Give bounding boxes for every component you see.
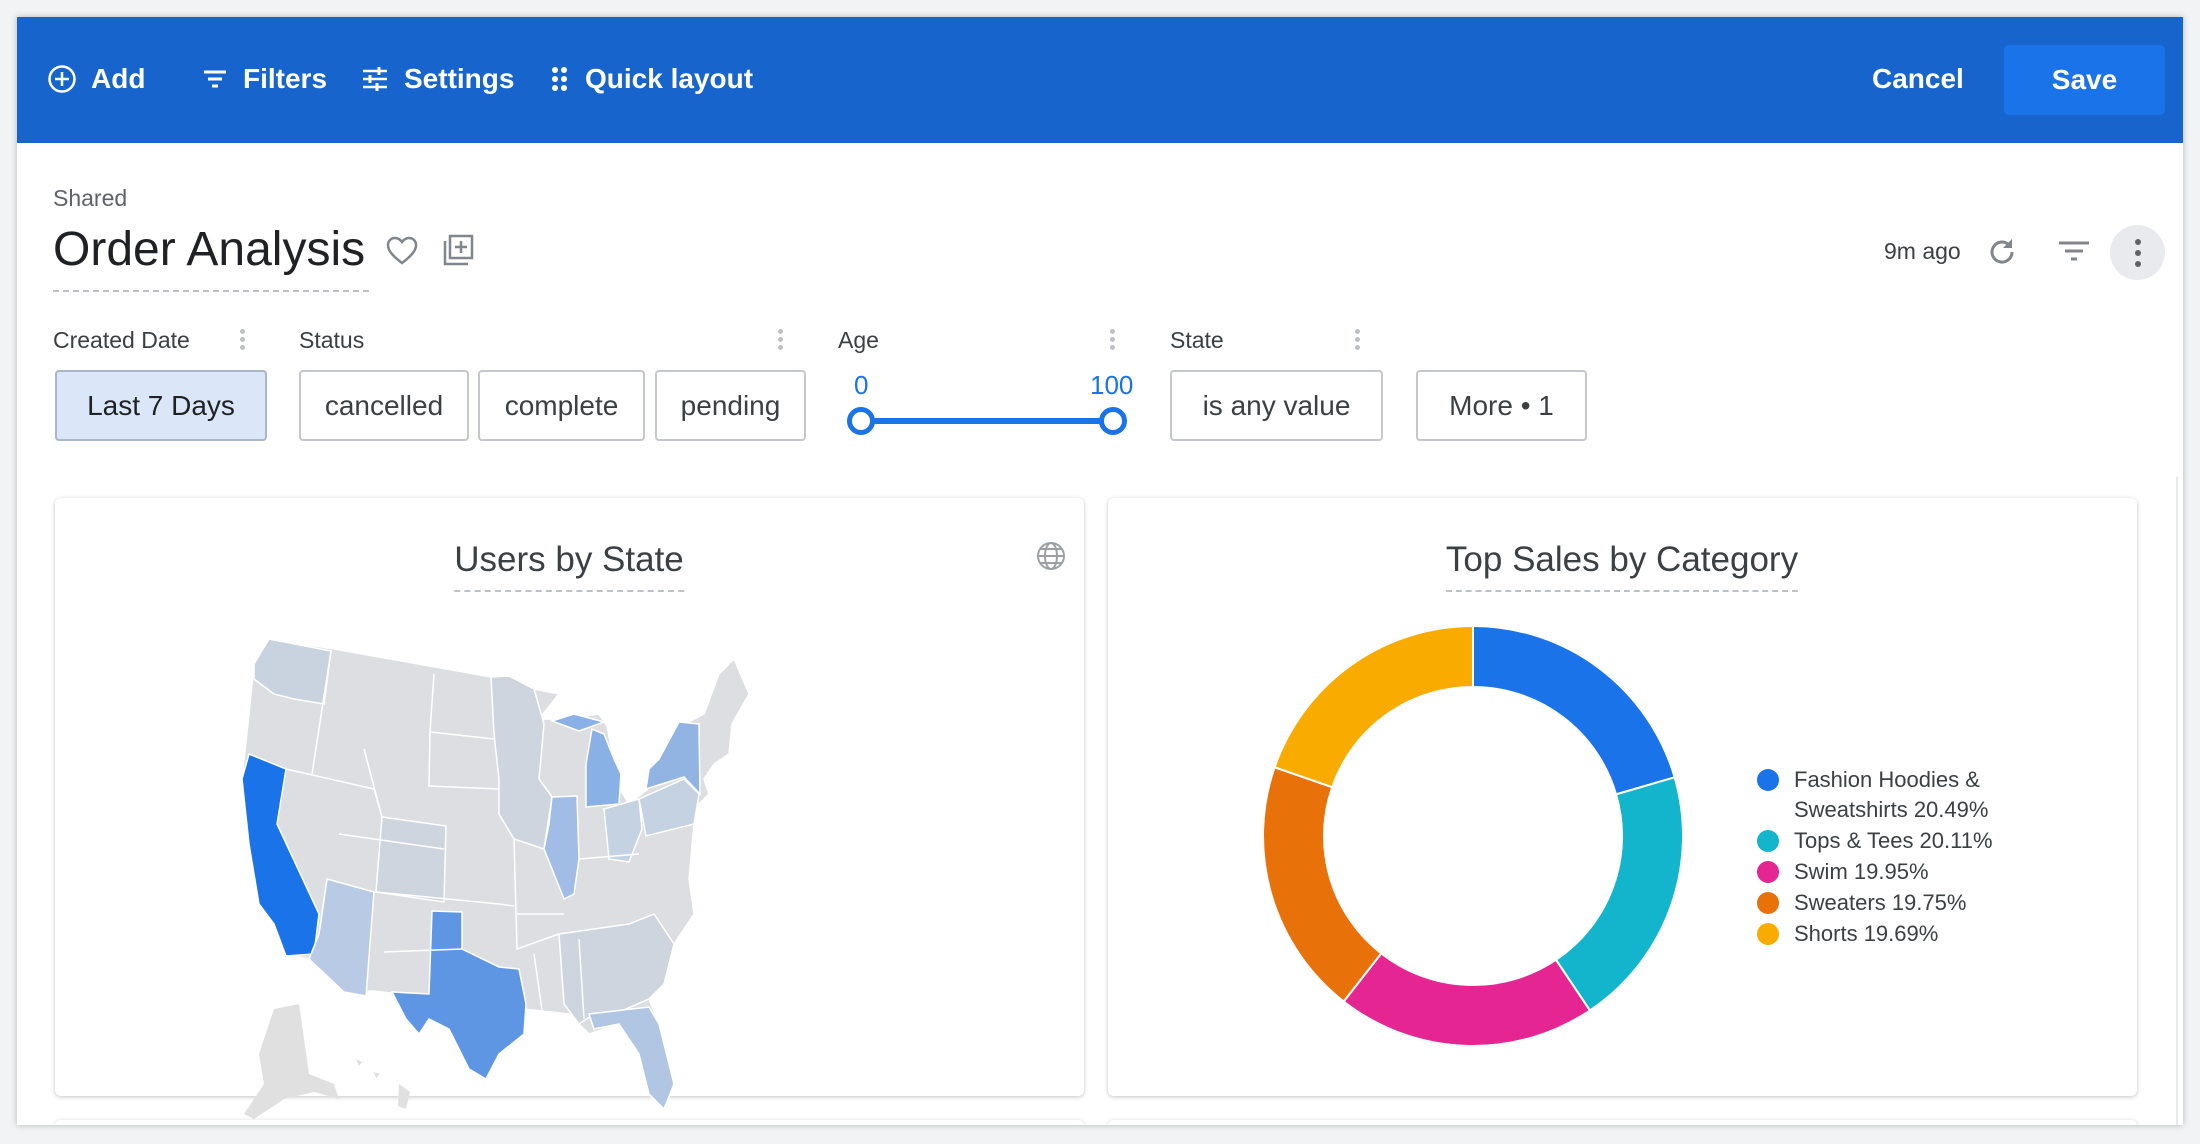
filter-label-status: Status <box>299 327 365 353</box>
quick-layout-button[interactable]: Quick layout <box>549 57 753 101</box>
donut-chart <box>1262 624 1684 1047</box>
tile-title[interactable]: Top Sales by Category <box>1445 540 1799 592</box>
copy-add-icon[interactable] <box>441 233 475 267</box>
map-state-texas <box>390 910 527 1081</box>
map-state-arizona <box>308 878 375 997</box>
filter-icon <box>204 70 226 88</box>
filter-menu-status[interactable] <box>778 329 784 353</box>
last-updated: 9m ago <box>1884 238 1961 264</box>
filters-button[interactable]: Filters <box>201 57 327 101</box>
add-button[interactable]: Add <box>47 57 145 101</box>
legend-swatch <box>1757 892 1779 914</box>
legend-item[interactable]: Swim 19.95% <box>1757 857 2037 887</box>
filter-label-age: Age <box>838 327 879 353</box>
drag-grid-icon <box>552 67 567 91</box>
tile-title[interactable]: Users by State <box>454 540 684 592</box>
legend-label: Swim 19.95% <box>1794 859 1929 884</box>
filter-chip-state[interactable]: is any value <box>1170 370 1383 441</box>
filter-menu-age[interactable] <box>1110 329 1116 353</box>
filters-label: Filters <box>243 63 328 94</box>
folder-label: Shared <box>53 185 128 211</box>
legend-swatch <box>1757 769 1779 791</box>
donut-slice-shorts[interactable] <box>1273 624 1474 789</box>
kebab-dot <box>2134 260 2141 267</box>
age-slider-min-handle[interactable] <box>847 407 875 435</box>
filter-label-created-date: Created Date <box>53 327 190 353</box>
map-state-southeast <box>558 913 675 1026</box>
donut-slice-swim[interactable] <box>1342 952 1592 1047</box>
add-circle-icon <box>48 65 76 93</box>
filter-label-state: State <box>1170 327 1224 353</box>
map-state-florida <box>587 1006 675 1111</box>
legend-swatch <box>1757 830 1779 852</box>
filter-toggle-icon[interactable] <box>2057 237 2091 267</box>
tile-partial <box>55 1120 1084 1125</box>
settings-label: Settings <box>404 63 515 94</box>
age-min-value: 0 <box>854 370 869 400</box>
map-state-new-york <box>645 721 701 796</box>
refresh-icon[interactable] <box>1985 235 2019 269</box>
map-state-illinois <box>543 795 580 901</box>
filter-chip-last-7-days[interactable]: Last 7 Days <box>55 370 267 441</box>
more-filters-button[interactable]: More • 1 <box>1416 370 1587 441</box>
legend-swatch <box>1757 861 1779 883</box>
tune-icon <box>363 67 387 91</box>
filter-chip-pending[interactable]: pending <box>655 370 806 441</box>
save-button[interactable]: Save <box>2004 45 2165 115</box>
scrollbar[interactable] <box>2176 477 2178 1125</box>
legend-label: Fashion Hoodies & Sweatshirts 20.49% <box>1794 767 1989 822</box>
map-state-hawaii <box>356 1059 410 1109</box>
legend-item[interactable]: Tops & Tees 20.11% <box>1757 826 2037 856</box>
donut-slice-sweaters[interactable] <box>1262 765 1383 1003</box>
legend-swatch <box>1757 923 1779 945</box>
tile-partial <box>1108 1120 2137 1125</box>
donut-slice-fashion-hoodies-sweatshirts[interactable] <box>1472 624 1676 796</box>
us-choropleth-map <box>241 638 750 1119</box>
favorite-heart-icon[interactable] <box>385 235 419 267</box>
filter-menu-created-date[interactable] <box>240 329 246 353</box>
map-state-borders <box>285 650 640 1025</box>
kebab-dot <box>2134 238 2141 245</box>
age-max-value: 100 <box>1090 370 1134 400</box>
age-slider-max-handle[interactable] <box>1099 407 1127 435</box>
map-state-alaska <box>244 1004 339 1119</box>
settings-button[interactable]: Settings <box>360 57 514 101</box>
map-state-california <box>241 752 320 957</box>
add-label: Add <box>91 63 146 94</box>
map-state-pennsylvania <box>638 778 700 837</box>
legend-item[interactable]: Sweaters 19.75% <box>1757 888 2037 918</box>
legend-item[interactable]: Fashion Hoodies & Sweatshirts 20.49% <box>1757 765 2037 825</box>
dashboard-window: Add Filters Settings Quick layout Cancel… <box>17 17 2183 1125</box>
dashboard-title[interactable]: Order Analysis <box>53 222 369 292</box>
cancel-button[interactable]: Cancel <box>1872 63 1964 94</box>
edit-toolbar: Add Filters Settings Quick layout Cancel… <box>17 17 2183 143</box>
globe-icon[interactable] <box>1035 540 1067 572</box>
chart-legend: Fashion Hoodies & Sweatshirts 20.49% Top… <box>1757 765 2037 950</box>
dashboard-menu-button[interactable] <box>2110 225 2165 280</box>
filter-chip-cancelled[interactable]: cancelled <box>299 370 469 441</box>
legend-label: Tops & Tees 20.11% <box>1794 828 1993 853</box>
age-slider-track[interactable] <box>861 418 1113 424</box>
legend-label: Sweaters 19.75% <box>1794 890 1967 915</box>
quick-layout-label: Quick layout <box>585 63 754 94</box>
kebab-dot <box>2134 249 2141 256</box>
map-state-midwest <box>490 675 553 850</box>
legend-label: Shorts 19.69% <box>1794 921 1939 946</box>
map-state-michigan <box>549 713 622 808</box>
map-state-colorado <box>375 816 447 903</box>
legend-item[interactable]: Shorts 19.69% <box>1757 919 2037 949</box>
donut-slice-tops-tees[interactable] <box>1554 776 1684 1012</box>
filter-menu-state[interactable] <box>1355 329 1361 353</box>
filter-chip-complete[interactable]: complete <box>478 370 645 441</box>
map-state-ohio <box>603 798 643 863</box>
